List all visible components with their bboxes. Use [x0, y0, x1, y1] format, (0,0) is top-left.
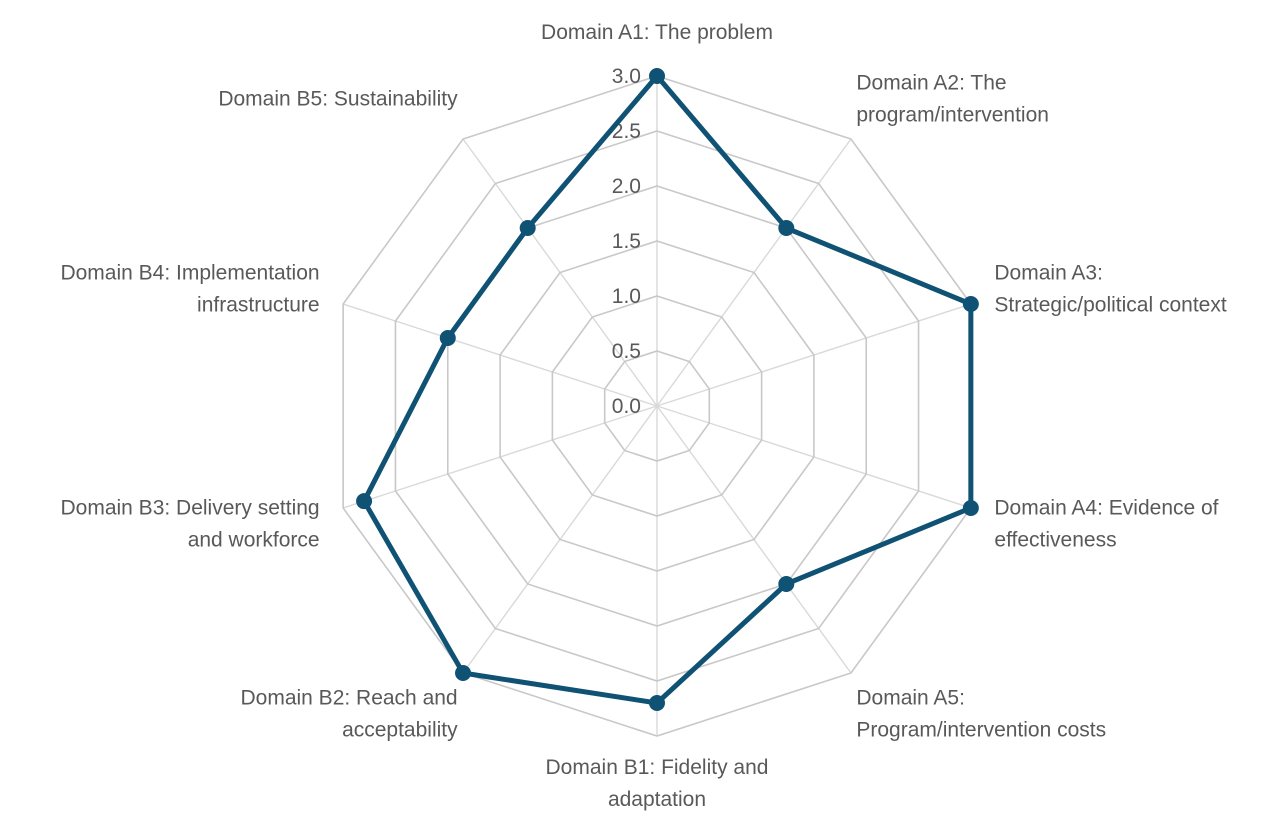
data-point: [455, 664, 472, 681]
data-point: [439, 330, 456, 347]
data-point: [962, 296, 979, 313]
grid-ring-1: [603, 350, 711, 462]
category-label-line: Program/intervention costs: [856, 718, 1106, 741]
data-point: [778, 575, 795, 592]
grid-ring-3: [499, 240, 815, 572]
grid-ring-5: [394, 130, 920, 682]
category-label-line: Domain B5: Sustainability: [218, 88, 458, 111]
category-label-line: Domain A1: The problem: [541, 21, 773, 44]
category-label-line: effectiveness: [994, 528, 1116, 551]
category-label-line: acceptability: [342, 718, 458, 741]
category-label-line: Domain A2: The: [856, 72, 1006, 95]
category-labels: Domain A1: The problem Domain A2: The prog…: [60, 21, 1226, 811]
data-point: [649, 695, 665, 711]
r-tick-label: 3.0: [612, 65, 641, 88]
r-tick-label: 1.0: [612, 285, 641, 308]
category-label: Domain B3: Delivery setting and workforce: [60, 496, 319, 551]
category-label: Domain A3: Strategic/political context: [994, 262, 1226, 317]
r-tick-label: 2.5: [612, 120, 641, 143]
category-label-line: Domain A4: Evidence of: [994, 496, 1218, 519]
data-point: [649, 68, 665, 84]
category-label-line: and workforce: [188, 528, 320, 551]
grid-layer: [342, 75, 972, 737]
category-label-line: program/intervention: [856, 104, 1049, 127]
category-label: Domain A4: Evidence of effectiveness: [994, 496, 1218, 551]
grid-ring-2: [551, 295, 763, 517]
category-label-line: Domain A5:: [856, 686, 965, 709]
category-label-line: Domain B4: Implementation: [60, 262, 319, 285]
category-label: Domain A2: The program/intervention: [856, 72, 1049, 127]
r-tick-label: 2.0: [612, 175, 641, 198]
category-label: Domain A1: The problem: [541, 21, 773, 44]
category-label-line: infrastructure: [197, 294, 320, 317]
data-point: [356, 493, 373, 510]
series-line: [361, 73, 974, 706]
data-point: [778, 220, 795, 237]
tick-labels: 0.0 0.5 1.0 1.5 2.0 2.5 3.0: [612, 65, 641, 418]
category-label-line: adaptation: [608, 788, 706, 811]
category-label-line: Strategic/political context: [994, 294, 1226, 317]
category-label-line: Domain B2: Reach and: [240, 686, 457, 709]
r-tick-label: 1.5: [612, 230, 641, 253]
category-label-line: Domain A3:: [994, 262, 1103, 285]
data-point: [519, 220, 536, 237]
r-tick-label: 0.5: [612, 340, 641, 363]
category-label: Domain B1: Fidelity and adaptation: [546, 756, 769, 811]
grid-ring-6: [342, 75, 972, 737]
category-label: Domain B4: Implementation infrastructure: [60, 262, 319, 317]
category-label-line: Domain B1: Fidelity and: [546, 756, 769, 779]
data-point: [962, 499, 979, 516]
category-label: Domain A5: Program/intervention costs: [856, 686, 1106, 741]
category-label-line: Domain B3: Delivery setting: [60, 496, 319, 519]
category-label: Domain B2: Reach and acceptability: [240, 686, 458, 741]
r-tick-label: 0.0: [612, 395, 641, 418]
series-layer: [356, 68, 979, 711]
category-label: Domain B5: Sustainability: [218, 88, 458, 111]
